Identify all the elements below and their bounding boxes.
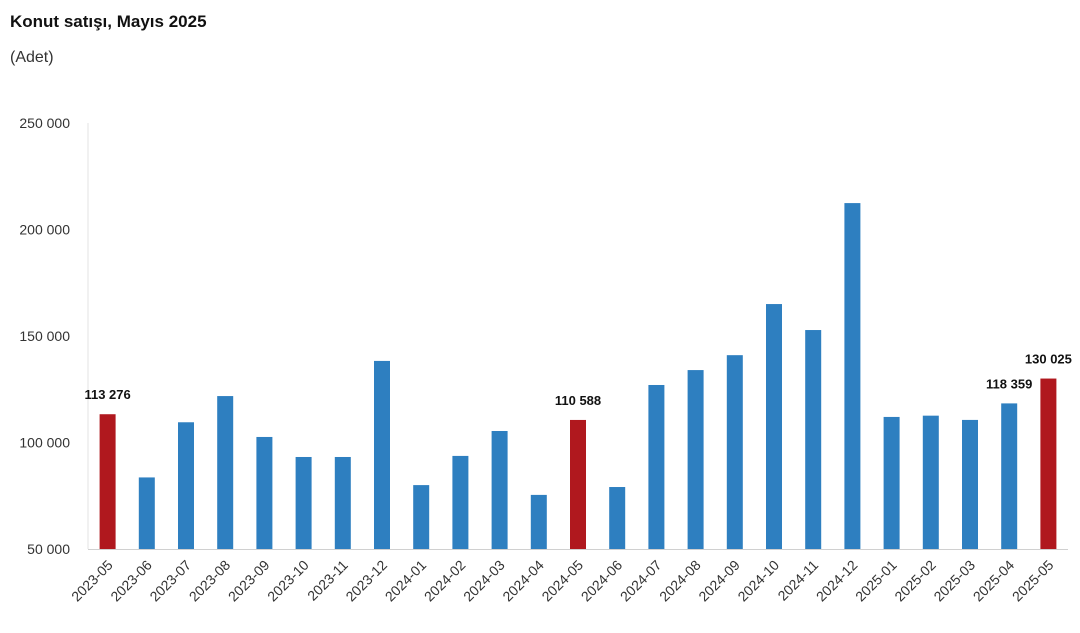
x-tick-label: 2024-07	[617, 557, 665, 605]
x-tick-label: 2024-11	[774, 557, 821, 604]
y-tick-label: 250 000	[19, 115, 70, 131]
bar	[962, 419, 978, 549]
x-tick-label: 2025-04	[970, 557, 1018, 605]
bar	[491, 430, 508, 549]
x-tick-label: 2025-03	[930, 557, 978, 605]
x-tick-label: 2023-10	[264, 557, 312, 605]
x-tick-label: 2025-02	[891, 557, 939, 605]
chart-subtitle: (Adet)	[10, 49, 54, 66]
x-tick-label: 2024-04	[499, 557, 547, 605]
y-tick-label: 100 000	[19, 435, 70, 451]
bar	[178, 422, 194, 549]
x-tick-label: 2024-06	[578, 557, 626, 605]
bar	[687, 370, 704, 549]
x-tick-label: 2023-12	[342, 557, 390, 605]
bar	[99, 414, 116, 549]
y-tick-label: 150 000	[19, 328, 70, 344]
value-label: 118 359	[986, 376, 1032, 391]
bar	[1040, 378, 1057, 549]
bar	[766, 304, 782, 549]
chart-title: Konut satışı, Mayıs 2025	[10, 12, 207, 31]
y-tick-label: 50 000	[27, 541, 70, 557]
x-tick-label: 2024-10	[734, 557, 782, 605]
bar	[138, 477, 155, 549]
bar	[334, 456, 351, 549]
x-tick-label: 2024-12	[813, 557, 861, 605]
x-tick-label: 2023-06	[107, 557, 155, 605]
x-tick-label: 2024-05	[538, 557, 586, 605]
bar	[1001, 403, 1018, 549]
bar	[452, 455, 469, 549]
bar	[883, 416, 900, 549]
x-tick-label: 2024-02	[421, 557, 469, 605]
bar	[374, 360, 390, 549]
x-tick-label: 2024-08	[656, 557, 704, 605]
bar	[609, 487, 626, 549]
x-tick-label: 2023-07	[146, 557, 194, 605]
x-tick-label: 2023-05	[68, 557, 116, 605]
x-tick-label: 2023-11	[304, 557, 351, 604]
bar	[570, 419, 586, 549]
x-tick-label: 2025-01	[852, 557, 900, 605]
bar	[922, 415, 939, 549]
bar	[217, 396, 234, 549]
x-tick-label: 2024-09	[695, 557, 743, 605]
x-tick-label: 2025-05	[1009, 557, 1057, 605]
value-label: 130 025	[1025, 352, 1072, 367]
bar	[413, 485, 430, 549]
bar	[256, 436, 273, 549]
value-label: 110 588	[555, 393, 601, 408]
x-tick-label: 2024-03	[460, 557, 508, 605]
bar	[295, 456, 312, 549]
bar	[805, 330, 822, 549]
x-tick-label: 2023-08	[186, 557, 234, 605]
bar	[726, 355, 743, 549]
value-label: 113 276	[84, 387, 130, 402]
bar	[648, 384, 665, 549]
x-tick-label: 2024-01	[382, 557, 430, 605]
x-tick-label: 2023-09	[225, 557, 273, 605]
bar	[844, 203, 861, 549]
bar	[530, 494, 547, 549]
y-tick-label: 200 000	[19, 222, 70, 238]
